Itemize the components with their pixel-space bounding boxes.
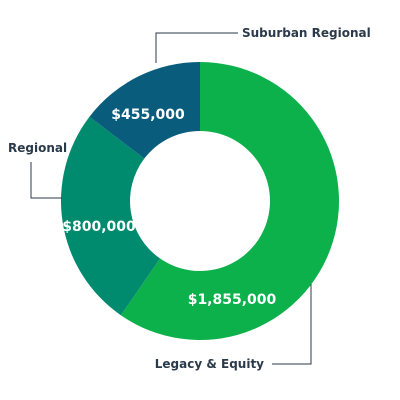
leader-line-legacy-equity bbox=[272, 284, 312, 365]
slice-value-label-legacy-equity: $1,855,000 bbox=[188, 292, 277, 308]
slice-value-label-regional: $800,000 bbox=[62, 219, 136, 235]
slice-label-suburban-regional: Suburban Regional bbox=[242, 26, 371, 40]
donut-slice-regional bbox=[61, 116, 161, 316]
slice-value-label-suburban-regional: $455,000 bbox=[111, 107, 185, 123]
slice-label-regional: Regional bbox=[8, 141, 67, 155]
leader-line-suburban-regional bbox=[155, 32, 238, 63]
leader-line-regional bbox=[30, 162, 62, 199]
chart-labels: $1,855,000 $800,000 $455,000 Suburban Re… bbox=[8, 26, 371, 371]
leader-lines bbox=[30, 32, 312, 365]
donut-slice-legacy-equity bbox=[120, 62, 339, 340]
slice-label-legacy-equity: Legacy & Equity bbox=[155, 357, 264, 371]
donut-slices bbox=[61, 62, 339, 340]
donut-slice-suburban-regional bbox=[89, 62, 200, 159]
